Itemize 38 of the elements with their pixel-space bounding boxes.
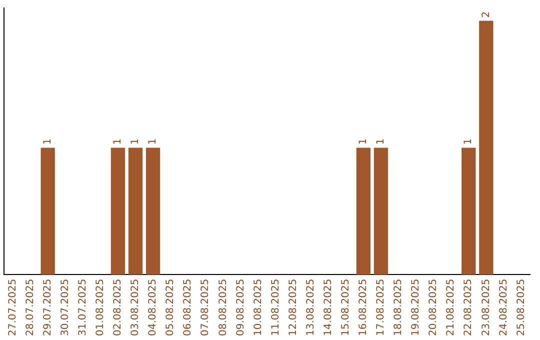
- data-label: 1: [112, 138, 124, 145]
- x-tick-label: 24.08.2025: [498, 278, 510, 336]
- x-tick-label: 31.07.2025: [77, 278, 88, 336]
- data-label: 1: [376, 138, 387, 145]
- x-tick-label: 12.08.2025: [288, 278, 299, 336]
- x-tick-label: 29.07.2025: [42, 278, 54, 336]
- x-tick-label: 18.08.2025: [393, 278, 404, 336]
- data-label: 1: [130, 138, 142, 145]
- x-tick-label: 02.08.2025: [112, 278, 124, 336]
- x-tick-label: 14.08.2025: [322, 278, 334, 336]
- x-tick-label: 10.08.2025: [252, 278, 264, 336]
- x-tick-label: 20.08.2025: [428, 278, 440, 336]
- x-tick-label: 30.07.2025: [60, 278, 71, 336]
- x-tick-label: 25.08.2025: [516, 278, 527, 336]
- x-tick-label: 17.08.2025: [376, 278, 387, 336]
- x-tick-label: 11.08.2025: [270, 278, 282, 336]
- x-tick-label: 27.07.2025: [7, 278, 18, 336]
- x-tick-label: 01.08.2025: [95, 278, 106, 336]
- data-label: 2: [480, 11, 492, 18]
- x-tick-label: 04.08.2025: [148, 278, 159, 336]
- x-tick-label: 28.07.2025: [24, 278, 36, 336]
- data-label: 1: [358, 138, 370, 145]
- x-tick-label: 08.08.2025: [218, 278, 229, 336]
- x-tick-label: 03.08.2025: [130, 278, 142, 336]
- x-tick-label: 09.08.2025: [235, 278, 246, 336]
- x-tick-label: 16.08.2025: [358, 278, 370, 336]
- x-tick-label: 23.08.2025: [480, 278, 492, 336]
- x-tick-label: 22.08.2025: [463, 278, 474, 336]
- x-tick-label: 05.08.2025: [165, 278, 176, 336]
- x-tick-label: 07.08.2025: [200, 278, 212, 336]
- x-tick-label: 06.08.2025: [182, 278, 194, 336]
- x-tick-label: 15.08.2025: [340, 278, 352, 336]
- data-label: 1: [148, 138, 159, 145]
- data-label: 1: [42, 138, 54, 145]
- x-tick-label: 13.08.2025: [305, 278, 316, 336]
- data-label: 1: [463, 138, 474, 145]
- x-tick-label: 19.08.2025: [410, 278, 422, 336]
- x-tick-label: 21.08.2025: [446, 278, 457, 336]
